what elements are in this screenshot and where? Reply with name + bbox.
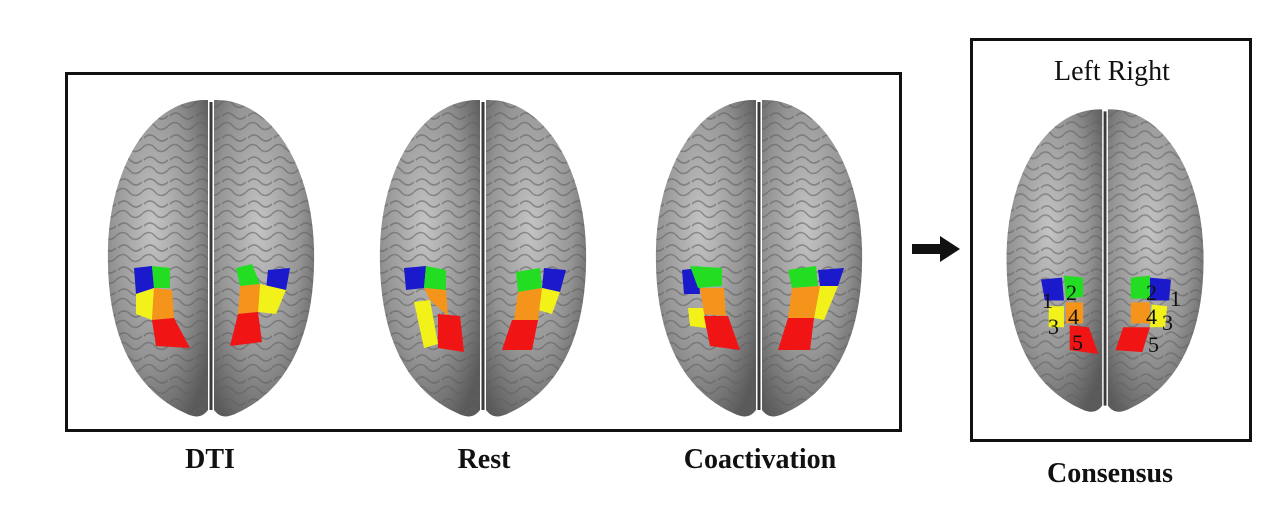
label-coactivation: Coactivation	[683, 444, 837, 475]
parcellation-left-rest	[404, 266, 464, 352]
cluster-number-right-2: 2	[1146, 280, 1157, 305]
label-rest: Rest	[457, 444, 511, 475]
cluster-number-left-1: 1	[1042, 288, 1053, 313]
brain-dti	[106, 98, 316, 418]
parcellation-left-consensus	[1041, 275, 1099, 354]
cluster-number-left-3: 3	[1048, 314, 1059, 339]
left-right-header: Left Right	[1054, 56, 1170, 87]
brain-consensus	[1005, 107, 1205, 414]
parcellation-right-dti	[230, 264, 290, 346]
cluster-number-left-5: 5	[1072, 330, 1083, 355]
label-consensus: Consensus	[1046, 458, 1174, 489]
cluster-number-right-3: 3	[1162, 310, 1173, 335]
cluster-number-right-5: 5	[1148, 332, 1159, 357]
arrow-icon	[912, 236, 960, 262]
comparison-frame	[65, 72, 902, 432]
parcellation-right-coactivation	[778, 266, 844, 350]
parcellation-right-rest	[502, 268, 566, 350]
label-dti: DTI	[185, 444, 235, 475]
cluster-number-right-4: 4	[1146, 304, 1157, 329]
brain-rest	[378, 98, 588, 418]
consensus-frame	[970, 38, 1252, 442]
cluster-number-left-2: 2	[1066, 280, 1077, 305]
brain-coactivation	[654, 98, 864, 418]
parcellation-right-consensus	[1115, 275, 1171, 353]
cluster-number-left-4: 4	[1068, 304, 1079, 329]
cluster-number-right-1: 1	[1170, 286, 1181, 311]
parcellation-left-dti	[134, 266, 190, 348]
parcellation-left-coactivation	[682, 266, 740, 350]
